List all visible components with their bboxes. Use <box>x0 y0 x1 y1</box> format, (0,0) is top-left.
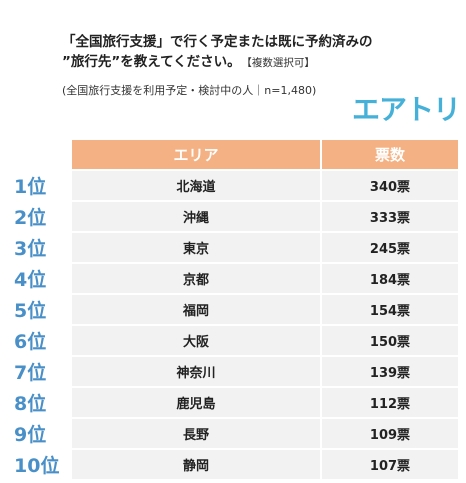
area-name: 鹿児島 <box>72 388 320 417</box>
rank-label: 1位 <box>14 176 47 198</box>
table-row: 2位 沖縄 333票 <box>14 202 458 231</box>
question-title: 「全国旅行支援」で行く予定または既に予約済みの ”旅行先”を教えてください。 【複… <box>62 32 462 73</box>
vote-count: 109票 <box>320 419 458 448</box>
table-row: 1位 北海道 340票 <box>14 171 458 200</box>
vote-count: 245票 <box>320 233 458 262</box>
rank-label: 7位 <box>14 362 47 384</box>
votes-column-header: 票数 <box>320 140 458 169</box>
vote-count: 139票 <box>320 357 458 386</box>
table-row: 4位 京都 184票 <box>14 264 458 293</box>
multi-select-note: 【複数選択可】 <box>246 57 315 69</box>
rank-label: 4位 <box>14 269 47 291</box>
table-row: 3位 東京 245票 <box>14 233 458 262</box>
area-name: 神奈川 <box>72 357 320 386</box>
ranking-table: エリア 票数 1位 北海道 340票 2位 沖縄 333票 3位 東京 245票 4位 京都 184票… <box>14 138 458 481</box>
question-line-2-text: ”旅行先”を教えてください。 <box>62 54 241 70</box>
vote-count: 112票 <box>320 388 458 417</box>
rank-label: 9位 <box>14 424 47 446</box>
vote-count: 184票 <box>320 264 458 293</box>
table-row: 10位 静岡 107票 <box>14 450 458 479</box>
rank-label: 6位 <box>14 331 47 353</box>
area-name: 大阪 <box>72 326 320 355</box>
table-row: 6位 大阪 150票 <box>14 326 458 355</box>
respondent-note: (全国旅行支援を利用予定・検討中の人｜n=1,480) <box>62 84 317 97</box>
airtrip-logo: エアトリ <box>352 93 461 126</box>
area-name: 沖縄 <box>72 202 320 231</box>
question-line-2: ”旅行先”を教えてください。 【複数選択可】 <box>62 52 462 73</box>
area-name: 北海道 <box>72 171 320 200</box>
area-name: 東京 <box>72 233 320 262</box>
table-row: 5位 福岡 154票 <box>14 295 458 324</box>
question-line-1: 「全国旅行支援」で行く予定または既に予約済みの <box>62 34 373 50</box>
rank-header-blank <box>14 140 72 169</box>
vote-count: 150票 <box>320 326 458 355</box>
table-row: 9位 長野 109票 <box>14 419 458 448</box>
area-name: 長野 <box>72 419 320 448</box>
area-name: 福岡 <box>72 295 320 324</box>
area-column-header: エリア <box>72 140 320 169</box>
table-row: 8位 鹿児島 112票 <box>14 388 458 417</box>
vote-count: 340票 <box>320 171 458 200</box>
ranking-rows: 1位 北海道 340票 2位 沖縄 333票 3位 東京 245票 4位 京都 184票 5位 福岡 154… <box>14 171 458 479</box>
vote-count: 154票 <box>320 295 458 324</box>
table-row: 7位 神奈川 139票 <box>14 357 458 386</box>
vote-count: 107票 <box>320 450 458 479</box>
rank-label: 10位 <box>14 455 60 477</box>
rank-label: 3位 <box>14 238 47 260</box>
table-header-row: エリア 票数 <box>14 140 458 169</box>
rank-label: 2位 <box>14 207 47 229</box>
area-name: 静岡 <box>72 450 320 479</box>
rank-label: 5位 <box>14 300 47 322</box>
rank-label: 8位 <box>14 393 47 415</box>
vote-count: 333票 <box>320 202 458 231</box>
area-name: 京都 <box>72 264 320 293</box>
